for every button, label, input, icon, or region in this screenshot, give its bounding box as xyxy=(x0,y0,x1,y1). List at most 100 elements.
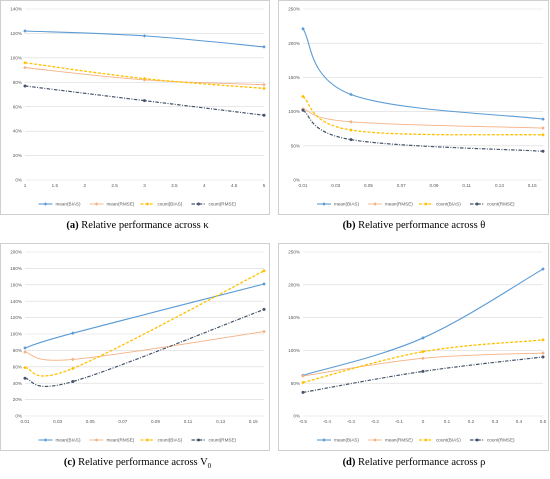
x-tick-label: 0.07 xyxy=(118,419,127,424)
legend-label: mean(BIAS) xyxy=(56,202,81,207)
panel-a: 0% 20% 40% 60% 80% 100% 120% 140% 1 1.5 2 2.5 3 3.5 4 4… xyxy=(0,0,275,240)
series-1 xyxy=(23,282,266,350)
legend-label: count(RMSE) xyxy=(487,202,515,207)
series-3 xyxy=(301,94,545,137)
caption-d-text: Relative performance across ρ xyxy=(358,457,486,468)
series-line xyxy=(24,85,265,116)
x-tick-label: 0.01 xyxy=(299,183,308,188)
x-tick-label: 2 xyxy=(83,183,86,188)
caption-c: (c) Relative performance across V0 xyxy=(0,457,275,470)
y-tick-label: 100% xyxy=(10,55,22,60)
chart-frame-d: 0% 50% 100% 150% 200% 250% -0.5 -0.4 -0.3 -0.2 -0.… xyxy=(278,243,549,451)
y-tick-label: 60% xyxy=(13,104,22,109)
legend-label: mean(BIAS) xyxy=(56,438,81,443)
x-tick-label: 0.05 xyxy=(364,183,373,188)
data-point xyxy=(349,138,353,142)
data-point xyxy=(23,365,27,370)
y-tick-label: 40% xyxy=(13,129,22,134)
caption-d-label: (d) xyxy=(342,457,356,468)
series-line xyxy=(302,109,544,152)
legend-marker xyxy=(373,202,377,206)
legend-marker xyxy=(43,438,48,442)
caption-c-text: Relative performance across V xyxy=(78,457,208,468)
data-point xyxy=(143,99,146,103)
legend-item: mean(RMSE) xyxy=(368,438,413,443)
data-point xyxy=(71,331,75,335)
series-line xyxy=(302,108,544,129)
legend-item: mean(BIAS) xyxy=(317,438,359,443)
data-point xyxy=(262,282,266,286)
x-tick-label: 4.5 xyxy=(231,183,238,188)
data-point xyxy=(541,117,545,121)
legend-marker xyxy=(322,202,326,206)
legend-item: mean(RMSE) xyxy=(89,438,135,443)
x-tick-label: 0.13 xyxy=(216,419,225,424)
y-tick-label: 40% xyxy=(13,381,22,386)
legend-marker xyxy=(145,438,150,442)
legend-marker xyxy=(197,202,200,206)
data-point xyxy=(301,94,305,99)
legend-marker xyxy=(94,438,99,442)
x-tick-label: 0.09 xyxy=(151,419,160,424)
x-tick-label: 1.5 xyxy=(52,183,59,188)
series-4 xyxy=(23,307,266,387)
y-tick-label: 0% xyxy=(15,178,22,183)
series-4 xyxy=(301,355,545,394)
data-point xyxy=(541,351,545,355)
legend-item: count(RMSE) xyxy=(191,202,237,207)
legend-marker xyxy=(373,438,377,442)
y-tick-label: 100% xyxy=(10,332,22,337)
data-point xyxy=(142,34,147,38)
y-tick-label: 100% xyxy=(288,348,300,353)
y-tick-label: 250% xyxy=(288,250,300,255)
series-1 xyxy=(23,29,266,49)
y-tick-label: 100% xyxy=(288,109,300,114)
x-tick-label: 2.5 xyxy=(111,183,118,188)
y-tick-label: 50% xyxy=(291,143,300,148)
y-tick-label: 200% xyxy=(288,282,300,287)
x-tick-label: 4 xyxy=(203,183,206,188)
data-point xyxy=(349,92,353,97)
data-point xyxy=(301,27,305,31)
series-line xyxy=(302,339,544,384)
data-point xyxy=(262,269,266,273)
caption-d: (d) Relative performance across ρ xyxy=(278,457,550,468)
x-tick-label: 5 xyxy=(263,183,266,188)
legend-item: count(RMSE) xyxy=(191,438,237,443)
y-tick-label: 0% xyxy=(293,414,300,419)
data-point xyxy=(23,350,27,354)
legend-item: count(BIAS) xyxy=(140,438,183,443)
series-1 xyxy=(301,27,545,121)
x-tick-label: 0.07 xyxy=(397,183,406,188)
y-tick-label: 200% xyxy=(10,250,22,255)
legend-label: mean(RMSE) xyxy=(385,202,413,207)
data-point xyxy=(541,133,545,137)
caption-c-label: (c) xyxy=(63,457,76,468)
series-3 xyxy=(23,269,266,377)
y-tick-label: 50% xyxy=(291,381,300,386)
data-point xyxy=(23,84,27,88)
series-line xyxy=(24,283,265,349)
caption-a-label: (a) xyxy=(66,220,79,231)
caption-a: (a) Relative performance across κ xyxy=(0,220,275,231)
x-tick-label: 0.3 xyxy=(492,419,499,424)
x-tick-label: 0.01 xyxy=(21,419,30,424)
data-point xyxy=(541,338,545,342)
legend-marker xyxy=(94,202,99,206)
series-line xyxy=(24,62,265,90)
y-tick-label: 20% xyxy=(13,153,22,158)
legend-item: mean(BIAS) xyxy=(317,202,359,207)
legend-item: mean(RMSE) xyxy=(89,202,135,207)
series-2 xyxy=(301,351,545,378)
caption-b-label: (b) xyxy=(342,220,356,231)
legend-label: mean(RMSE) xyxy=(107,438,135,443)
data-point xyxy=(421,349,425,354)
x-tick-label: 0.2 xyxy=(468,419,475,424)
x-tick-label: 3 xyxy=(143,183,146,188)
series-2 xyxy=(301,107,545,130)
y-tick-label: 80% xyxy=(13,80,22,85)
series-3 xyxy=(23,60,266,91)
x-tick-label: 0.4 xyxy=(516,419,523,424)
caption-a-text: Relative performance across κ xyxy=(81,220,209,231)
data-point xyxy=(262,329,266,334)
